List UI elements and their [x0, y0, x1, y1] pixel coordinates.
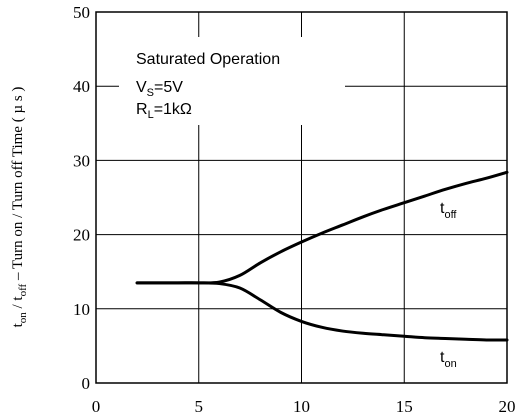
ylabel-rest: – Turn on / Turn off Time ( µ s ) [10, 87, 26, 284]
ylabel-t: t [10, 322, 26, 327]
toff-label-sub: off [444, 209, 457, 221]
plot-frame [95, 11, 508, 384]
annotation-vs: VS=5V [136, 79, 183, 99]
ticks: 0 5 10 15 20 0 10 20 30 40 50 [73, 3, 516, 414]
toff-label-main: t [440, 200, 445, 217]
ton-label-sub: on [444, 358, 456, 370]
curves [135, 170, 509, 342]
ton-label: ton [440, 349, 457, 370]
x-tick-label: 20 [499, 397, 516, 414]
rl-sub: L [148, 109, 154, 121]
rl-main: R [136, 101, 148, 118]
annotation: Saturated Operation VS=5V RL=1kΩ [119, 37, 345, 125]
y-tick-label: 50 [73, 3, 90, 22]
y-axis-label: ton / toff – Turn on / Turn off Time ( µ… [10, 87, 29, 328]
ylabel-on: on [17, 312, 29, 324]
annotation-rl: RL=1kΩ [136, 101, 192, 121]
y-tick-label: 10 [73, 300, 90, 319]
toff-label: toff [440, 200, 457, 221]
ylabel-sep: / t [10, 296, 26, 313]
ylabel-off: off [17, 283, 29, 296]
y-tick-label: 0 [82, 374, 91, 393]
series-line-toff [135, 170, 509, 285]
series-line-ton [135, 281, 509, 342]
y-tick-label: 20 [73, 226, 90, 245]
y-tick-label: 40 [73, 77, 90, 96]
ton-label-main: t [440, 349, 445, 366]
x-tick-label: 0 [92, 397, 101, 414]
annotation-background [119, 37, 345, 125]
annotation-title: Saturated Operation [136, 51, 280, 68]
vs-rest: =5V [154, 79, 183, 96]
vs-sub: S [147, 87, 154, 99]
x-tick-label: 15 [396, 397, 413, 414]
y-tick-label: 30 [73, 151, 90, 170]
vs-main: V [136, 79, 147, 96]
x-tick-label: 10 [293, 397, 310, 414]
x-tick-label: 5 [195, 397, 204, 414]
rl-rest: =1kΩ [154, 101, 192, 118]
